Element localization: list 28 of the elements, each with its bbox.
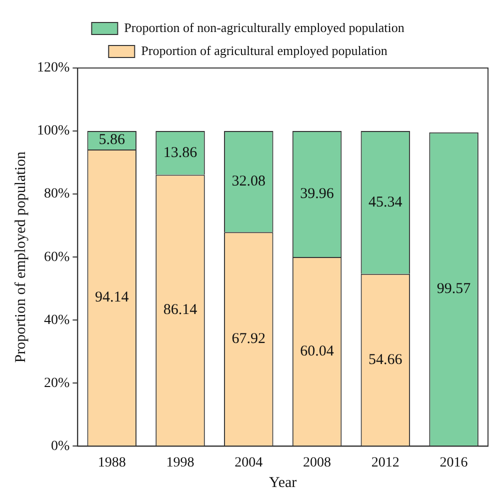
data-label: 45.34 [368,194,403,210]
data-label: 94.14 [94,290,130,306]
y-tick-label: 0% [50,438,70,454]
data-label: 99.57 [436,280,472,297]
x-tick-label: 2012 [371,455,400,470]
data-label: 5.86 [98,132,126,148]
data-label: 13.86 [163,144,198,161]
legend-label: Proportion of non-agriculturally employed population [124,20,405,35]
x-axis-title: Year [269,474,297,491]
x-tick-label: 1998 [166,455,194,470]
data-label: 67.92 [232,330,266,347]
y-tick-label: 80% [44,186,70,202]
x-tick-label: 2004 [234,455,263,470]
legend-label: Proportion of agricultural employed population [141,42,388,58]
data-label: 86.14 [163,302,198,318]
x-tick-label: 1988 [98,455,126,470]
data-label: 54.66 [368,352,403,368]
y-axis-title: Proportion of employed population [12,150,29,363]
y-tick-label: 40% [44,312,70,328]
y-tick-label: 20% [44,376,70,391]
data-label: 60.04 [300,343,334,360]
y-tick-label: 100% [36,124,70,139]
y-tick-label: 120% [36,60,70,76]
y-tick-label: 60% [44,250,70,265]
x-tick-label: 2008 [303,455,332,470]
data-label: 32.08 [232,174,266,190]
x-tick-label: 2016 [440,455,468,470]
data-label: 39.96 [300,186,334,202]
